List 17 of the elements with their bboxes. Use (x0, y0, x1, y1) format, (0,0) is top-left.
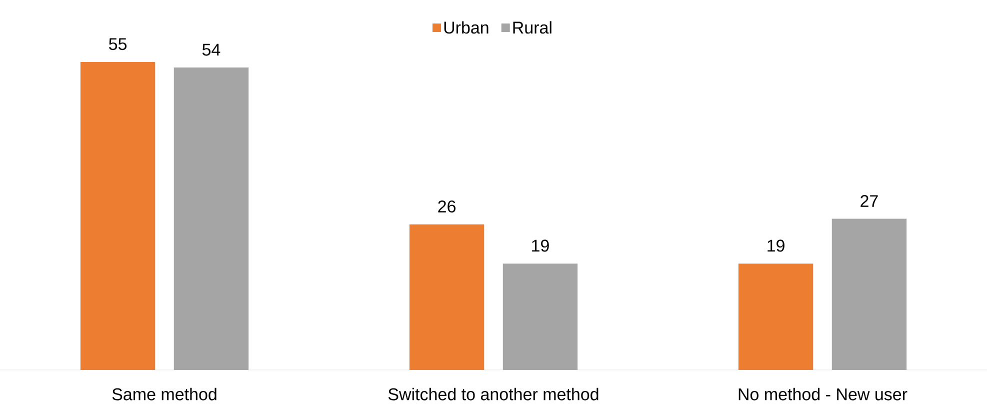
bar (80, 62, 156, 370)
bar (738, 264, 814, 370)
bar (502, 264, 578, 370)
bar (832, 218, 907, 370)
bar (174, 68, 249, 370)
data-label: 26 (438, 200, 456, 213)
data-label: 27 (860, 195, 878, 207)
data-label: 54 (202, 44, 220, 56)
legend-label: Rural (513, 21, 552, 34)
x-tick-label: No method - New user (738, 388, 908, 400)
data-label: 19 (532, 240, 549, 252)
legend-label: Urban (444, 21, 488, 34)
x-tick-label: Switched to another method (388, 388, 598, 400)
bar (409, 224, 484, 370)
data-label: 19 (768, 240, 784, 252)
x-tick-label: Same method (112, 388, 216, 400)
data-label: 55 (109, 38, 127, 50)
